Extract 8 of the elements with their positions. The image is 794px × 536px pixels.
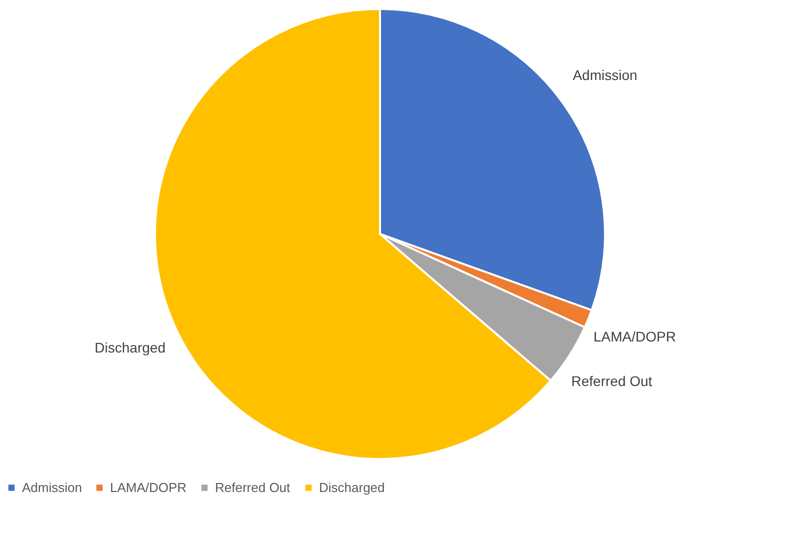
legend-label: Admission (22, 480, 82, 495)
slice-label: LAMA/DOPR (593, 328, 676, 345)
legend-label: Discharged (319, 480, 385, 495)
slice-label: Admission (572, 66, 638, 83)
slice-label: Referred Out (571, 373, 652, 390)
legend-label: LAMA/DOPR (110, 480, 187, 495)
legend-label: Referred Out (215, 480, 291, 495)
slice-label: Discharged (94, 340, 166, 356)
